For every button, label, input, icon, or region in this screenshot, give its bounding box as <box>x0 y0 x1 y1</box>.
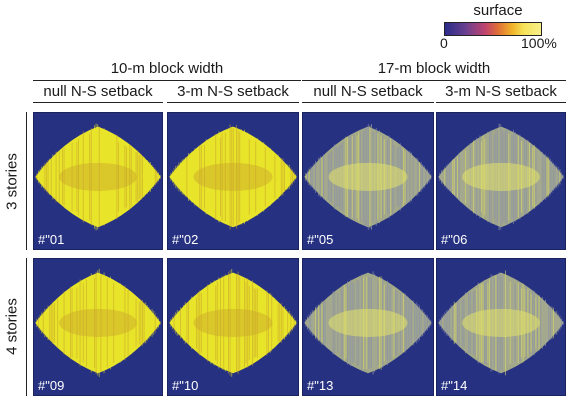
column-underline-2 <box>167 102 299 103</box>
footprint-core <box>193 308 273 338</box>
surface-footprint <box>169 124 297 230</box>
panel-label: #"02 <box>172 232 199 247</box>
group-divider-10m <box>33 80 301 81</box>
simulation-panel: #"10 <box>167 258 299 396</box>
surface-footprint <box>304 271 432 375</box>
simulation-panel: #"02 <box>167 112 299 250</box>
footprint-core <box>462 308 540 338</box>
panel-label: #"05 <box>307 232 334 247</box>
colorbar-min-label: 0 <box>440 35 448 51</box>
simulation-panel: #"13 <box>302 258 434 396</box>
panel-label: #"09 <box>38 378 65 393</box>
group-title-17m: 17-m block width <box>377 60 491 77</box>
panel-label: #"01 <box>38 232 65 247</box>
simulation-panel: #"09 <box>33 258 163 396</box>
footprint-core <box>328 308 408 338</box>
column-title-2: 3-m N-S setback <box>177 83 289 100</box>
row-divider-3-stories <box>26 112 27 250</box>
panel-label: #"06 <box>441 232 468 247</box>
simulation-panel: #"14 <box>436 258 566 396</box>
column-underline-4 <box>436 102 566 103</box>
group-title-10m: 10-m block width <box>110 60 224 77</box>
simulation-panel: #"06 <box>436 112 566 250</box>
panel-label: #"10 <box>172 378 199 393</box>
footprint-core <box>462 162 540 192</box>
panel-label: #"13 <box>307 378 334 393</box>
row-label-4-stories: 4 stories <box>3 298 21 355</box>
row-label-3-stories: 3 stories <box>3 153 21 210</box>
footprint-core <box>59 162 137 192</box>
column-title-1: null N-S setback <box>43 83 153 100</box>
surface-footprint <box>438 123 564 231</box>
colorbar-max-label: 100% <box>521 35 557 51</box>
surface-footprint <box>35 268 161 378</box>
simulation-panel: #"01 <box>33 112 163 250</box>
panel-label: #"14 <box>441 378 468 393</box>
surface-footprint <box>35 123 161 231</box>
column-underline-3 <box>302 102 434 103</box>
surface-footprint <box>304 123 432 230</box>
column-title-4: 3-m N-S setback <box>445 83 557 100</box>
footprint-core <box>59 308 137 338</box>
footprint-core <box>193 162 273 192</box>
column-title-3: null N-S setback <box>313 83 423 100</box>
surface-footprint <box>438 270 564 376</box>
row-divider-4-stories <box>26 258 27 396</box>
footprint-core <box>328 162 408 192</box>
colorbar-title: surface <box>473 2 523 19</box>
column-underline-1 <box>33 102 163 103</box>
surface-footprint <box>169 269 297 377</box>
colorbar <box>444 22 542 36</box>
simulation-panel: #"05 <box>302 112 434 250</box>
group-divider-17m <box>302 80 566 81</box>
